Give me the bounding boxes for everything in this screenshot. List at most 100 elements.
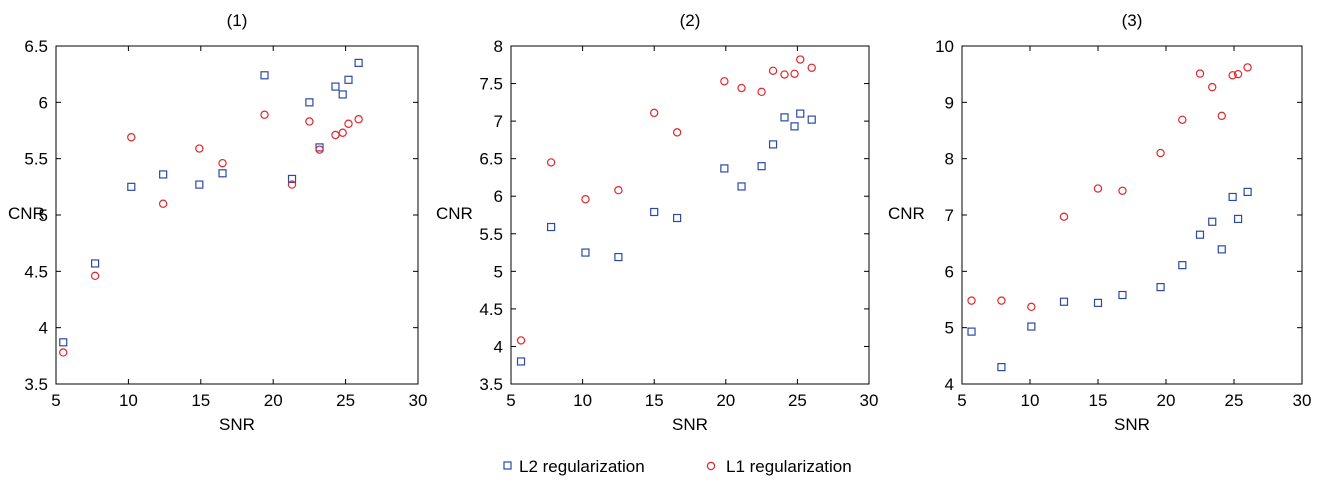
legend-label-l1: L1 regularization <box>726 457 852 476</box>
chart-2-x-tick-label: 20 <box>716 391 735 410</box>
chart-3-point-l2 <box>1156 283 1165 292</box>
chart-panel-1: (1) 5 10 15 20 25 30 3.5 4 4.5 5 5.5 6 6.5 SNR CNR <box>8 11 427 434</box>
chart-2-point-l1 <box>581 195 590 204</box>
chart-1-point-l2 <box>218 169 227 178</box>
chart-2-point-l1 <box>672 128 682 137</box>
chart-2-point-l2 <box>737 182 746 191</box>
chart-3-point-l2 <box>1178 261 1187 270</box>
chart-1-point-l1 <box>331 130 340 140</box>
chart-1-x-tick-label: 15 <box>191 391 210 410</box>
chart-1-plot-frame <box>55 45 419 385</box>
chart-1-y-tick-label: 6.5 <box>24 37 48 56</box>
chart-2-point-l1 <box>614 186 623 195</box>
chart-3-y-tick-label: 5 <box>945 319 954 338</box>
chart-2-point-l1 <box>796 55 805 64</box>
chart-3-point-l2 <box>1208 217 1217 226</box>
chart-3-y-tick-label: 9 <box>945 93 954 112</box>
chart-1-point-l1 <box>260 110 269 119</box>
chart-1-x-tick-label: 30 <box>409 391 428 410</box>
chart-3-title: (3) <box>1122 11 1143 30</box>
chart-2-point-l2 <box>796 109 805 118</box>
chart-1-point-l1 <box>195 144 204 153</box>
chart-2-x-tick-label: 5 <box>506 391 515 410</box>
chart-3-point-l2 <box>1243 187 1252 197</box>
chart-2-point-l2 <box>581 248 590 257</box>
chart-1-point-l2 <box>354 58 363 68</box>
chart-1-x-tick-label: 25 <box>336 391 355 410</box>
chart-1-point-l2 <box>127 182 136 191</box>
chart-2-point-l1 <box>650 108 659 118</box>
chart-2-x-tick-label: 10 <box>573 391 592 410</box>
chart-3-y-tick-label: 8 <box>945 150 954 169</box>
chart-3-point-l1 <box>1118 186 1127 195</box>
chart-3-point-l1 <box>967 296 976 305</box>
chart-1-y-axis-label: CNR <box>8 204 45 223</box>
chart-3-point-l2 <box>1027 322 1036 331</box>
chart-1-y-tick-label: 4.5 <box>24 262 48 281</box>
chart-3-point-l2 <box>1093 298 1103 307</box>
chart-1-point-l1 <box>338 128 347 137</box>
chart-2-x-axis-label: SNR <box>672 415 708 434</box>
chart-2-y-tick-label: 5 <box>494 262 503 281</box>
chart-3-x-tick-label: 30 <box>1293 391 1312 410</box>
chart-1-point-l1 <box>158 199 168 208</box>
chart-3-point-l1 <box>1156 148 1165 158</box>
chart-2-point-l1 <box>720 77 729 86</box>
legend: L2 regularization L1 regularization <box>503 457 852 476</box>
chart-2-point-l2 <box>614 252 623 262</box>
chart-2-y-tick-label: 7.5 <box>479 75 503 94</box>
legend-marker-l1 <box>706 461 716 471</box>
chart-3-point-l1 <box>997 296 1006 305</box>
chart-2-point-l1 <box>516 336 526 345</box>
chart-3-x-tick-label: 25 <box>1225 391 1244 410</box>
chart-1-point-l2 <box>331 82 340 91</box>
chart-3-y-axis-label: CNR <box>888 204 925 223</box>
chart-3-point-l1 <box>1027 302 1036 312</box>
chart-3-x-tick-label: 15 <box>1089 391 1108 410</box>
chart-2-point-l2 <box>780 113 789 122</box>
chart-1-point-l1 <box>218 158 227 168</box>
chart-2-point-l2 <box>768 140 778 149</box>
chart-3-x-tick-label: 5 <box>957 391 966 410</box>
chart-2-y-tick-label: 5.5 <box>479 225 503 244</box>
chart-1-y-tick-label: 4 <box>39 319 48 338</box>
chart-3-point-l1 <box>1228 71 1237 80</box>
chart-3-point-l1 <box>1217 111 1226 121</box>
chart-3-point-l2 <box>1118 290 1127 300</box>
chart-3-y-tick-label: 10 <box>935 37 954 56</box>
chart-1-x-axis-label: SNR <box>219 415 255 434</box>
chart-2-point-l2 <box>790 122 799 131</box>
chart-3-y-tick-label: 4 <box>945 375 954 394</box>
chart-1-point-l1 <box>315 145 324 154</box>
chart-1-point-l2 <box>260 71 269 80</box>
chart-2-point-l1 <box>768 66 778 75</box>
chart-3-point-l1 <box>1233 69 1243 79</box>
chart-1-point-l1 <box>59 348 68 357</box>
chart-1-y-tick-label: 5.5 <box>24 150 48 169</box>
chart-3-point-l1 <box>1178 115 1187 124</box>
chart-3-point-l2 <box>997 363 1006 372</box>
chart-2-point-l1 <box>546 158 556 167</box>
chart-1-point-l1 <box>354 115 363 124</box>
chart-3-x-axis-label: SNR <box>1114 415 1150 434</box>
chart-2-point-l2 <box>516 357 526 366</box>
legend-label-l2: L2 regularization <box>519 457 645 476</box>
chart-2-point-l1 <box>737 83 746 93</box>
chart-2-y-tick-label: 4.5 <box>479 300 503 319</box>
chart-2-y-tick-label: 4 <box>494 337 503 356</box>
chart-3-point-l1 <box>1059 212 1069 221</box>
chart-1-point-l1 <box>344 119 353 128</box>
chart-1-point-l2 <box>159 170 168 179</box>
chart-1-point-l1 <box>287 180 297 189</box>
chart-2-x-tick-label: 25 <box>788 391 807 410</box>
chart-2-point-l1 <box>790 69 799 78</box>
chart-1-point-l2 <box>287 174 297 184</box>
chart-1-point-l1 <box>90 271 100 281</box>
chart-2-title: (2) <box>680 11 701 30</box>
chart-2-point-l2 <box>673 213 682 223</box>
chart-2-x-tick-label: 15 <box>645 391 664 410</box>
chart-1-x-tick-label: 20 <box>264 391 283 410</box>
chart-2-plot-frame <box>510 45 870 385</box>
chart-3-x-tick-label: 20 <box>1157 391 1176 410</box>
